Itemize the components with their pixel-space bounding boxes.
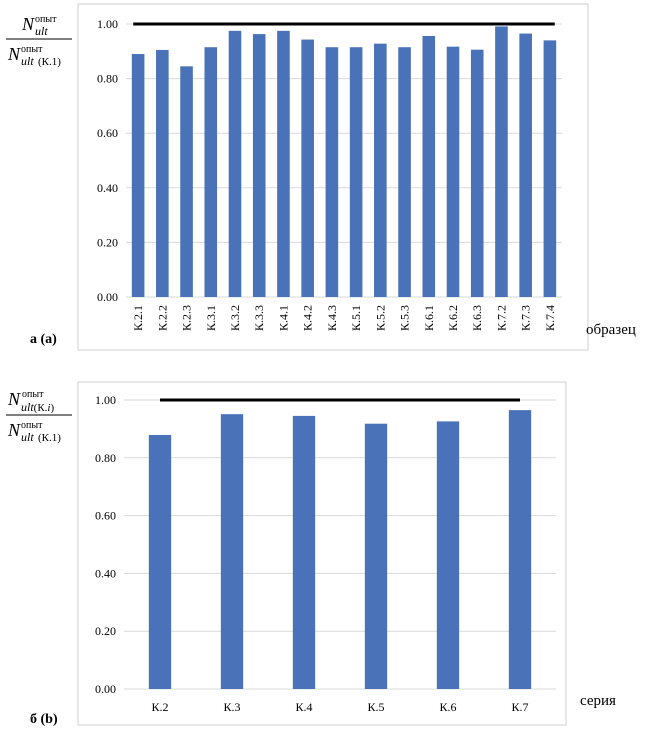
panel-b-label: б (b) — [30, 712, 58, 727]
panel-b-ylabel-num-sub: ult — [21, 400, 34, 414]
panel-a-ytick-label: 0.60 — [97, 126, 118, 140]
panel-a-bar — [446, 46, 460, 298]
panel-b-bar — [220, 414, 244, 689]
panel-a-bar — [277, 30, 290, 297]
panel-b-bar — [364, 423, 388, 689]
panel-a-ytick-label: 0.00 — [97, 290, 118, 304]
panel-a-category-label: К.7.2 — [494, 305, 508, 331]
panel-a-category-label: К.7.3 — [519, 305, 533, 331]
panel-a-category-label: К.6.1 — [422, 305, 436, 331]
panel-a-category-label: К.3.3 — [252, 305, 266, 331]
panel-b-ylabel-num-sup: опыт — [22, 389, 44, 400]
panel-a-ylabel-den-sup: опыт — [21, 44, 43, 55]
panel-b-category-label: К.3 — [223, 700, 240, 714]
panel-b-ytick-label: 0.60 — [95, 509, 116, 523]
panel-a-category-label: К.2.2 — [155, 305, 169, 331]
panel-b-bar — [436, 421, 460, 689]
panel-a-bar — [204, 47, 218, 297]
panel-b-ylabel-den-main: N — [7, 420, 21, 440]
panel-a-bar — [470, 49, 484, 297]
panel-a-bar — [325, 47, 339, 297]
panel-a-bar — [519, 33, 532, 298]
panel-a-ytick-label: 0.80 — [97, 72, 118, 86]
panel-a-bar — [349, 47, 363, 297]
panel-b-frame — [77, 381, 567, 726]
panel-b-category-label: К.7 — [511, 700, 528, 714]
panel-a-category-label: К.4.1 — [276, 305, 290, 331]
panel-a-category-label: К.3.1 — [204, 305, 218, 331]
panel-a-ytick-label: 0.40 — [97, 181, 118, 195]
panel-b-ytick-label: 0.40 — [95, 566, 116, 580]
panel-a-bar — [398, 47, 411, 297]
panel-a-ylabel-den-extra: (К.1) — [38, 56, 61, 68]
panel-a-bar — [543, 40, 557, 297]
panel-a-category-label: К.5.3 — [398, 305, 412, 331]
panel-b-ytick-label: 0.00 — [95, 682, 116, 696]
panel-a-category-label: К.2.1 — [131, 305, 145, 331]
panel-a-bar — [422, 36, 436, 298]
panel-b-category-label: К.2 — [151, 700, 168, 714]
panel-a-ylabel-num-main: N — [21, 14, 35, 34]
panel-b-ytick-label: 0.20 — [95, 624, 116, 638]
panel-a-bar — [495, 26, 508, 297]
panel-b-ytick-label: 1.00 — [95, 393, 116, 407]
panel-b-ytick-label: 0.80 — [95, 451, 116, 465]
panel-a-plot: 0.00 0.20 0.40 0.60 0.80 1.00 К.2.1 К.2.2 К.2.3 К… — [97, 17, 562, 331]
panel-a-ylabel-den-sub: ult — [21, 54, 34, 68]
panel-a-ylabel-den-main: N — [7, 44, 21, 64]
panel-b-ylabel-den-sub: ult — [21, 430, 34, 444]
panel-b-category-label: К.6 — [439, 700, 456, 714]
panel-b-plot: 0.00 0.20 0.40 0.60 0.80 1.00 К.2 К.3 К.4 К.5 К.6 К… — [95, 393, 556, 714]
panel-a-category-label: К.5.2 — [373, 305, 387, 331]
panel-a-category-label: К.2.3 — [180, 305, 194, 331]
panel-a-ytick-label: 0.20 — [97, 235, 118, 249]
panel-a-category-label: К.5.1 — [349, 305, 363, 331]
panel-b-ylabel-num-close: ) — [50, 402, 54, 414]
panel-a-ytick-label: 1.00 — [97, 17, 118, 31]
panel-b-ylabel-num-i: i — [47, 402, 50, 414]
panel-b-category-label: К.5 — [367, 700, 384, 714]
panel-b-ylabel-num-extra: (К. — [34, 402, 48, 414]
panel-b-ylabel-den-extra: (К.1) — [38, 432, 61, 444]
panel-b-bar — [508, 410, 532, 689]
panel-b-ylabel-num-main: N — [7, 389, 21, 409]
panel-a-bar — [228, 30, 242, 297]
panel-a-category-label: К.4.3 — [325, 305, 339, 331]
panel-a-frame — [77, 3, 589, 351]
panel-a-category-label: К.7.4 — [543, 305, 557, 331]
panel-a-category-label: К.4.2 — [301, 305, 315, 331]
panel-b-bar — [292, 415, 316, 689]
panel-a-bar — [131, 54, 145, 297]
panel-a-bar — [301, 39, 314, 297]
panel-b-bar — [148, 434, 172, 689]
panel-a-ylabel-num-sub: ult — [35, 24, 48, 38]
panel-b-category-label: К.4 — [295, 700, 312, 714]
panel-a-bar — [180, 66, 193, 297]
panel-a-ylabel: N ult опыт N ult опыт (К.1) — [6, 14, 72, 68]
panel-a-bar — [252, 34, 266, 297]
panel-b-ylabel-den-sup: опыт — [21, 420, 43, 431]
panel-a-bar — [156, 49, 169, 298]
panel-b-ylabel: N опыт ult(К.i) N опыт ult (К.1) — [6, 389, 72, 444]
svg-text:N: N — [21, 14, 35, 34]
panel-a-category-label: К.6.2 — [446, 305, 460, 331]
panel-b-xlabel: серия — [580, 693, 616, 709]
svg-text:ult(К.i): ult(К.i) — [21, 400, 54, 414]
panel-a-bar — [374, 43, 387, 297]
panel-a-category-label: К.3.2 — [228, 305, 242, 331]
panel-a-label: а (а) — [30, 332, 57, 347]
panel-a-ylabel-num-sup: опыт — [35, 14, 57, 25]
panel-a-xlabel: образец — [586, 322, 636, 338]
panel-a-category-label: К.6.3 — [470, 305, 484, 331]
